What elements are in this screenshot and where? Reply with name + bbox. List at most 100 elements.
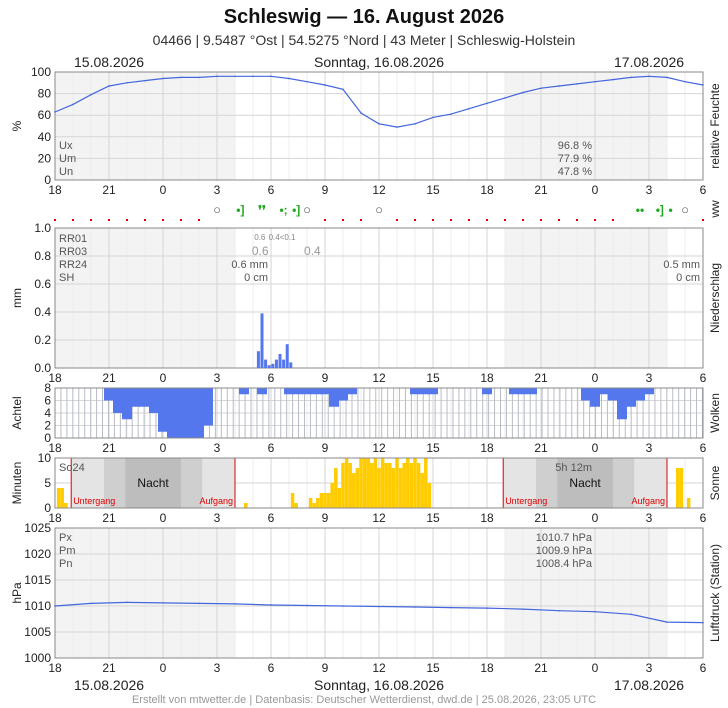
sun-bar: [294, 503, 298, 508]
precip-xtick-label: 3: [646, 371, 653, 385]
pressure-xtick-label: 12: [372, 661, 386, 675]
clouds-xtick-label: 12: [372, 441, 386, 455]
ww-missing-marker: [396, 219, 398, 221]
pressure-point: [378, 605, 380, 608]
ww-missing-marker: [558, 219, 560, 221]
clouds-xtick-label: 3: [646, 441, 653, 455]
clouds-bar: [131, 388, 141, 407]
clouds-bar: [320, 388, 330, 395]
clouds-xtick-label: 18: [480, 441, 494, 455]
precip-xtick-label: 6: [700, 371, 707, 385]
sun-bar: [326, 493, 331, 508]
sun-xtick-label: 21: [534, 511, 548, 525]
humidity-point: [144, 79, 146, 82]
humidity-stat-value: 47.8 %: [558, 166, 592, 178]
ww-symbol: ❜❜: [258, 203, 266, 217]
pressure-stat-value: 1009.9 hPa: [536, 545, 593, 557]
clouds-bar: [239, 388, 249, 395]
clouds-bar: [527, 388, 537, 395]
clouds-ytick-label: 2: [44, 419, 51, 433]
sun-bar: [330, 483, 334, 508]
precip-bar: [271, 363, 275, 368]
precip-frame: [54, 227, 704, 369]
ww-missing-marker: [72, 219, 74, 221]
humidity-xtick-label: 6: [700, 183, 707, 197]
pressure-shade-right: [505, 528, 667, 658]
precip-bar: [260, 313, 264, 368]
sun-bar: [355, 468, 360, 508]
clouds-frame-top: [54, 387, 704, 439]
humidity-ytick-label: 80: [38, 87, 52, 101]
clouds-ytick-label: 8: [44, 381, 51, 395]
clouds-bar: [599, 388, 609, 395]
pressure-point: [306, 604, 308, 607]
humidity-point: [90, 93, 92, 96]
humidity-point: [288, 77, 290, 80]
ww-missing-marker: [468, 219, 470, 221]
clouds-bar: [644, 388, 654, 395]
pressure-xtick-label: 0: [592, 661, 599, 675]
pressure-ylabel: hPa: [10, 582, 24, 604]
ww-symbol: ○: [303, 202, 311, 217]
humidity-stat-value: 77.9 %: [558, 153, 592, 165]
precip-xtick-label: 3: [214, 371, 221, 385]
sun-bar: [316, 498, 320, 508]
humidity-point: [72, 103, 74, 106]
clouds-ylabel: Achtel: [10, 396, 24, 429]
precip-ytick-label: 1.0: [34, 221, 51, 235]
pressure-point: [270, 604, 272, 606]
pressure-point: [486, 607, 488, 609]
sun-bar: [341, 463, 345, 508]
sun-ytick-label: 5: [44, 476, 51, 490]
humidity-point: [342, 88, 344, 91]
ww-missing-marker: [486, 219, 488, 221]
pressure-point: [630, 613, 632, 616]
clouds-bar: [113, 388, 123, 413]
pressure-point: [198, 602, 200, 605]
clouds-xtick-label: 6: [700, 441, 707, 455]
pressure-stat-value: 1008.4 hPa: [536, 558, 593, 570]
ww-missing-marker: [342, 219, 344, 221]
humidity-xtick-label: 21: [534, 183, 548, 197]
clouds-bar: [608, 388, 618, 401]
humidity-xtick-label: 3: [646, 183, 653, 197]
precip-stat-left: 0.6 mm: [231, 259, 268, 271]
clouds-bar: [617, 388, 627, 420]
humidity-xtick-label: 3: [214, 183, 221, 197]
precip-xtick-label: 18: [48, 371, 62, 385]
precip-xtick-label: 21: [534, 371, 548, 385]
ww-missing-marker: [594, 219, 596, 221]
ww-symbol: •: [668, 203, 672, 217]
precip-bar: [274, 359, 278, 368]
sun-bar: [290, 493, 295, 508]
ww-missing-marker: [576, 219, 578, 221]
sun-bar: [409, 463, 414, 508]
sun-bar: [420, 473, 424, 508]
clouds-bar: [338, 388, 348, 401]
precip-shade-right: [505, 228, 667, 368]
pressure-xtick-label: 3: [646, 661, 653, 675]
precip-bar: [289, 362, 293, 368]
humidity-xtick-label: 15: [426, 183, 440, 197]
humidity-point: [666, 76, 668, 79]
humidity-point: [198, 76, 200, 79]
pressure-xtick-label: 6: [268, 661, 275, 675]
sun-bar: [370, 463, 374, 508]
clouds-xtick-label: 21: [102, 441, 116, 455]
precip-ytick-label: 0.0: [34, 361, 51, 375]
precip-xtick-label: 6: [268, 371, 275, 385]
humidity-point: [594, 80, 596, 83]
clouds-bar: [590, 388, 600, 407]
humidity-frame: [54, 71, 704, 181]
clouds-bar: [482, 388, 492, 395]
precip-annotation-small: 0.4<0.1: [269, 233, 296, 242]
precip-xtick-label: 12: [372, 371, 386, 385]
precip-ytick-label: 0.8: [34, 249, 51, 263]
ww-missing-marker: [54, 219, 56, 221]
precip-xtick-label: 0: [160, 371, 167, 385]
clouds-xtick-label: 0: [160, 441, 167, 455]
pressure-ytick-label: 1020: [24, 547, 51, 561]
clouds-bar: [158, 388, 168, 432]
clouds-bar: [203, 388, 213, 426]
